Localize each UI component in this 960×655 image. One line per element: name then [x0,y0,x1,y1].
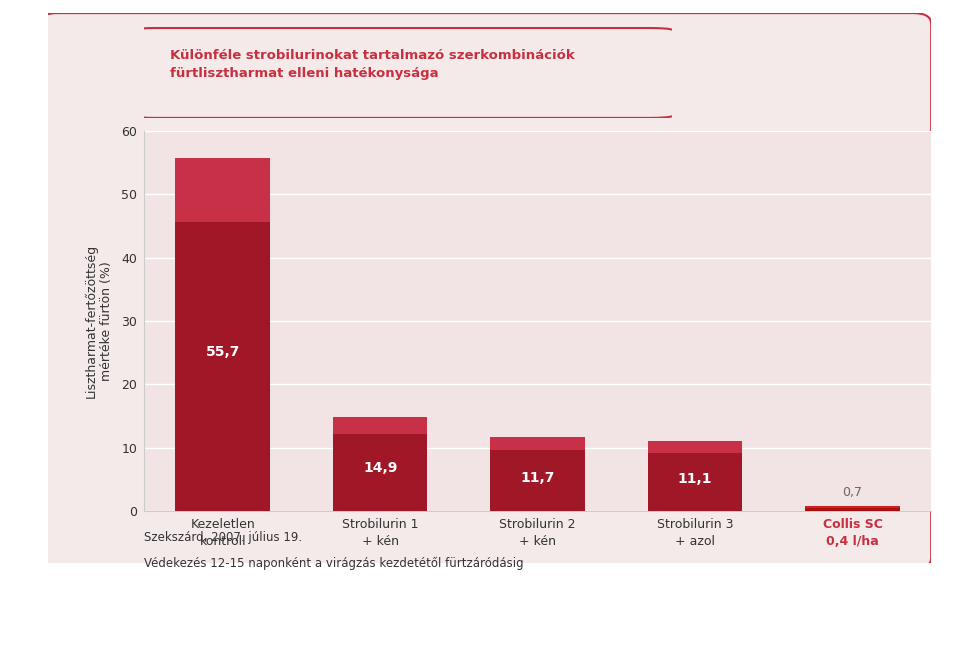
Bar [176,159,270,221]
Bar [333,417,427,434]
Bar [491,437,585,450]
Bar [648,441,742,453]
Bar [333,417,427,511]
Text: 11,1: 11,1 [678,472,712,486]
Bar [176,159,270,511]
Bar [805,506,900,508]
Text: Védekezés 12-15 naponként a virágzás kezdetétől fürtzáródásig: Védekezés 12-15 naponként a virágzás kez… [144,557,523,570]
Bar [648,441,742,511]
Text: 0,7: 0,7 [843,486,862,499]
Text: 11,7: 11,7 [520,470,555,485]
Bar [805,506,900,511]
Text: 14,9: 14,9 [363,461,397,476]
Text: 55,7: 55,7 [205,345,240,359]
FancyBboxPatch shape [39,13,931,569]
Y-axis label: Lisztharmat-fertőzöttség
mértéke fürtön (%): Lisztharmat-fertőzöttség mértéke fürtön … [84,244,112,398]
Text: Szekszárd, 2007. július 19.: Szekszárd, 2007. július 19. [144,531,302,544]
Bar [491,437,585,511]
Text: Különféle strobilurinokat tartalmazó szerkombinációk
fürtlisztharmat elleni haté: Különféle strobilurinokat tartalmazó sze… [171,49,575,80]
FancyBboxPatch shape [129,28,678,118]
